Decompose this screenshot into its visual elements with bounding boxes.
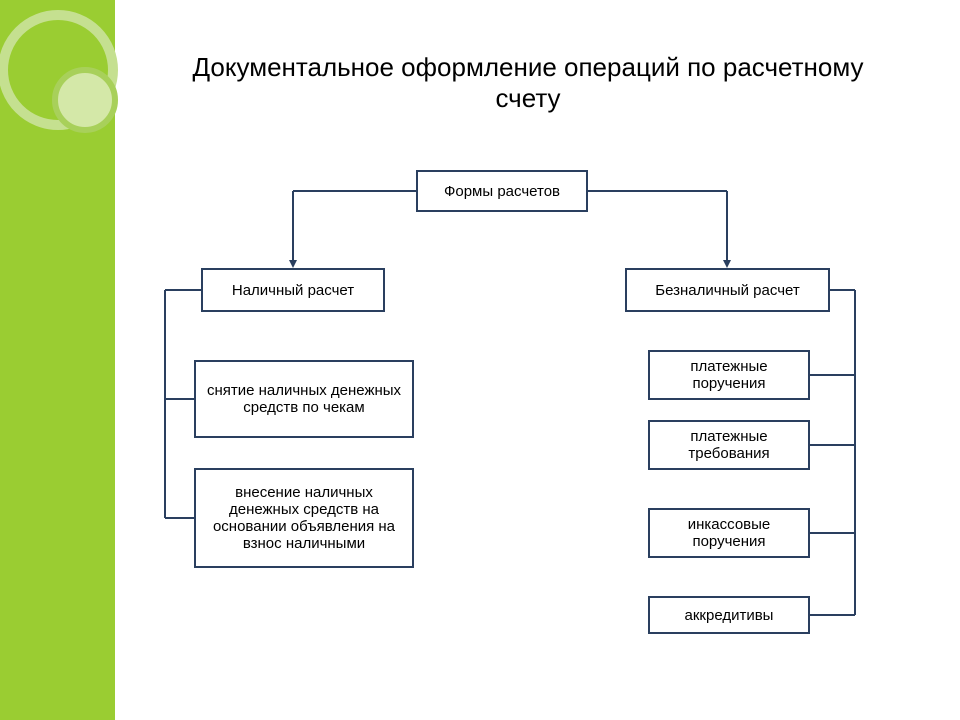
node-label: Безналичный расчет — [655, 282, 799, 299]
node-right-parent: Безналичный расчет — [625, 268, 830, 312]
node-root: Формы расчетов — [416, 170, 588, 212]
node-label: платежные поручения — [660, 358, 798, 392]
node-label: платежные требования — [660, 428, 798, 462]
node-label: Наличный расчет — [232, 282, 354, 299]
node-label: внесение наличных денежных средств на ос… — [206, 484, 402, 552]
node-label: Формы расчетов — [444, 183, 560, 200]
node-right-child2: платежные требования — [648, 420, 810, 470]
node-label: аккредитивы — [685, 607, 774, 624]
node-label: инкассовые поручения — [660, 516, 798, 550]
decorative-sidebar — [0, 0, 115, 720]
node-right-child1: платежные поручения — [648, 350, 810, 400]
node-left-parent: Наличный расчет — [201, 268, 385, 312]
node-left-child2: внесение наличных денежных средств на ос… — [194, 468, 414, 568]
node-right-child4: аккредитивы — [648, 596, 810, 634]
node-left-child1: снятие наличных денежных средств по чека… — [194, 360, 414, 438]
node-label: снятие наличных денежных средств по чека… — [206, 382, 402, 416]
circle-inner-icon — [55, 70, 115, 130]
node-right-child3: инкассовые поручения — [648, 508, 810, 558]
page-title: Документальное оформление операций по ра… — [178, 52, 878, 114]
